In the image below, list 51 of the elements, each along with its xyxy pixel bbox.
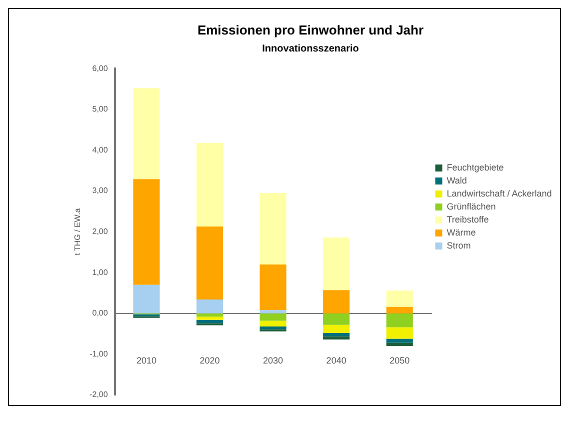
x-tick-label: 2050 <box>390 355 410 366</box>
bar <box>260 313 286 321</box>
y-tick-label: -2,00 <box>90 390 108 400</box>
legend-label: Treibstoffe <box>446 214 489 224</box>
bar <box>260 310 286 314</box>
y-tick-label: 4,00 <box>92 145 108 154</box>
bar <box>386 342 413 346</box>
bar <box>323 336 350 340</box>
chart-subtitle: Innovationsszenario <box>262 43 359 54</box>
y-axis-title: t THG / EW.a <box>73 208 82 256</box>
bar <box>323 238 350 290</box>
bar <box>323 313 350 325</box>
bar <box>133 179 160 285</box>
bar <box>196 142 224 226</box>
bar <box>386 290 413 307</box>
bar <box>260 326 286 330</box>
y-tick-label: -1,00 <box>90 349 108 358</box>
bar <box>196 226 224 300</box>
y-tick-label: 3,00 <box>92 186 108 196</box>
legend-label: Landwirtschaft / Ackerland <box>446 188 552 198</box>
y-tick-label: 2,00 <box>92 227 108 236</box>
bar <box>323 332 350 336</box>
bar <box>260 320 286 326</box>
y-tick-label: 1,00 <box>92 268 108 277</box>
bar <box>323 324 350 333</box>
bar <box>386 338 413 343</box>
x-tick-label: 2020 <box>200 355 220 366</box>
bar <box>386 306 413 314</box>
legend-label: Feuchtgebiete <box>446 162 504 172</box>
bar <box>133 284 160 314</box>
bar <box>386 313 413 328</box>
bar <box>260 264 286 310</box>
legend-label: Grünflächen <box>446 201 496 212</box>
bar <box>260 193 286 264</box>
x-tick-label: 2010 <box>136 355 156 366</box>
legend-label: Wärme <box>446 227 476 238</box>
bar <box>196 313 224 317</box>
bar <box>386 327 413 339</box>
bar <box>133 88 160 180</box>
legend-label: Strom <box>446 240 471 250</box>
bar <box>323 290 350 314</box>
x-tick-label: 2040 <box>326 355 346 366</box>
bar <box>196 316 224 320</box>
bar <box>196 320 224 324</box>
bar <box>196 300 224 314</box>
x-tick-label: 2030 <box>263 355 284 366</box>
y-tick-label: 5,00 <box>92 104 108 114</box>
legend-label: Wald <box>446 175 467 186</box>
chart-title: Emissionen pro Einwohner und Jahr <box>197 22 424 38</box>
y-tick-label: 0,00 <box>92 308 108 318</box>
y-tick-label: 6,00 <box>92 64 108 73</box>
